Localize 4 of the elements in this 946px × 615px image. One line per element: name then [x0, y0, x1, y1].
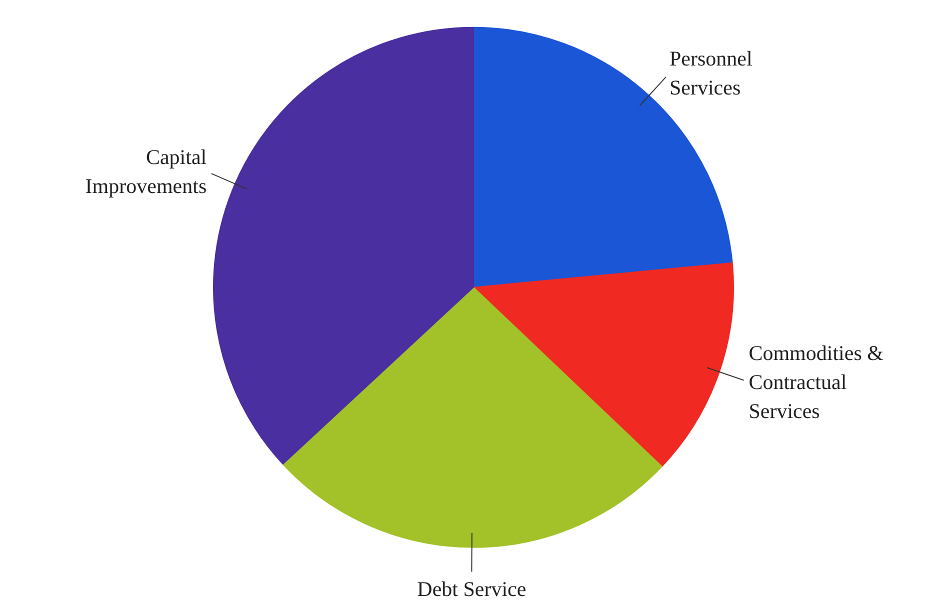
slice-label: Commodities & Contractual Services — [748, 341, 884, 423]
slice-label: Debt Service — [417, 576, 526, 601]
slice-label: Capital Improvements — [85, 145, 207, 198]
slice-label: Personnel Services — [669, 46, 752, 100]
